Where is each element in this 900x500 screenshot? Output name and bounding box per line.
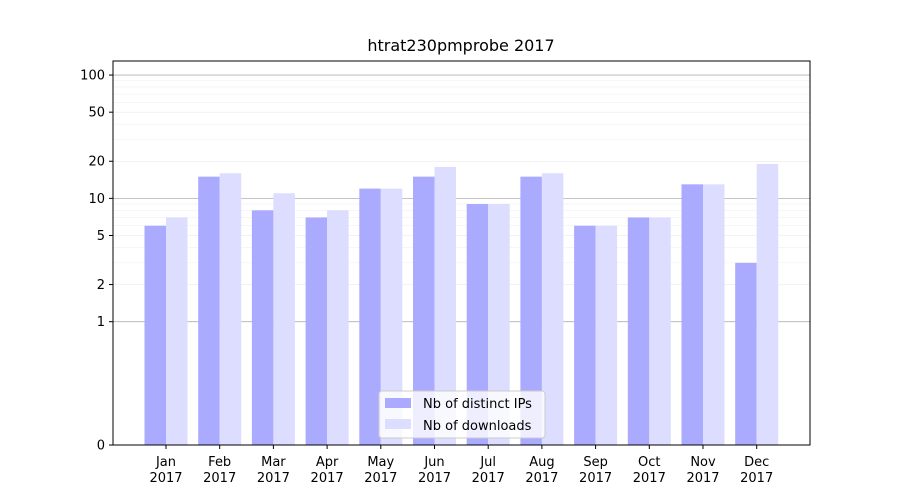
x-tick-label-month: Oct	[638, 455, 660, 470]
bar-distinct-ips	[466, 204, 489, 445]
bar-distinct-ips	[681, 184, 703, 445]
x-tick-label-year: 2017	[418, 471, 451, 486]
bar-downloads	[273, 193, 295, 445]
x-tick-label-year: 2017	[364, 471, 397, 486]
x-tick-label-month: Feb	[208, 455, 231, 470]
x-tick-label-month: Apr	[316, 455, 339, 470]
bar-downloads	[380, 188, 403, 446]
x-tick-label-year: 2017	[203, 471, 236, 486]
x-tick-label-month: Jan	[155, 455, 176, 470]
x-tick-label-year: 2017	[149, 471, 182, 486]
bar-distinct-ips	[251, 210, 274, 445]
x-tick-label-month: Nov	[690, 455, 716, 470]
legend-swatch-downloads	[385, 419, 411, 429]
chart-title: htrat230pmprobe 2017	[367, 36, 554, 55]
bar-distinct-ips	[520, 176, 542, 445]
y-tick-label: 2	[97, 278, 105, 293]
x-axis: Jan2017Feb2017Mar2017Apr2017May2017Jun20…	[149, 445, 773, 486]
x-tick-label-year: 2017	[579, 471, 612, 486]
bar-downloads	[219, 173, 242, 446]
bar-distinct-ips	[735, 262, 757, 445]
legend-box	[378, 390, 546, 439]
bar-distinct-ips	[305, 217, 328, 445]
legend-swatch-distinct-ips	[385, 398, 411, 408]
x-tick-label-month: Mar	[261, 455, 286, 470]
x-tick-label-year: 2017	[633, 471, 666, 486]
legend-label-downloads: Nb of downloads	[423, 419, 532, 434]
x-tick-label-year: 2017	[311, 471, 344, 486]
bar-distinct-ips	[627, 217, 650, 445]
x-tick-label-month: Jul	[479, 455, 496, 470]
x-tick-label-month: Jun	[423, 455, 444, 470]
bar-distinct-ips	[574, 225, 596, 445]
x-tick-label-month: May	[367, 455, 394, 470]
bar-distinct-ips	[413, 176, 435, 445]
bar-downloads	[756, 163, 779, 445]
x-tick-label-year: 2017	[472, 471, 505, 486]
y-tick-label: 0	[97, 439, 105, 454]
x-tick-label-month: Dec	[744, 455, 769, 470]
bar-distinct-ips	[359, 188, 381, 446]
bar-downloads	[488, 204, 510, 445]
legend-label-distinct-ips: Nb of distinct IPs	[423, 397, 532, 412]
x-tick-label-year: 2017	[257, 471, 290, 486]
y-tick-label: 100	[80, 69, 105, 84]
x-tick-label-year: 2017	[686, 471, 719, 486]
bar-downloads	[595, 225, 618, 445]
y-tick-label: 20	[88, 155, 105, 170]
bar-distinct-ips	[144, 225, 166, 445]
bars	[144, 163, 779, 446]
plot-frame	[112, 60, 811, 446]
bar-downloads	[703, 184, 725, 445]
x-tick-label-year: 2017	[740, 471, 773, 486]
bar-downloads	[541, 173, 564, 446]
y-axis: 0 1 2 5 10 20 50 100	[80, 69, 113, 454]
bar-downloads	[166, 217, 188, 445]
y-tick-label: 5	[97, 229, 105, 244]
x-tick-label-month: Aug	[529, 455, 554, 470]
y-tick-label: 50	[88, 106, 105, 121]
legend: Nb of distinct IPs Nb of downloads	[378, 390, 546, 439]
bar-downloads	[327, 210, 349, 445]
bar-downloads	[434, 166, 456, 445]
x-tick-label-year: 2017	[525, 471, 558, 486]
bar-distinct-ips	[198, 176, 220, 445]
bar-downloads	[649, 217, 671, 445]
y-tick-label: 10	[88, 192, 105, 207]
y-tick-label: 1	[97, 315, 105, 330]
x-tick-label-month: Sep	[583, 455, 608, 470]
